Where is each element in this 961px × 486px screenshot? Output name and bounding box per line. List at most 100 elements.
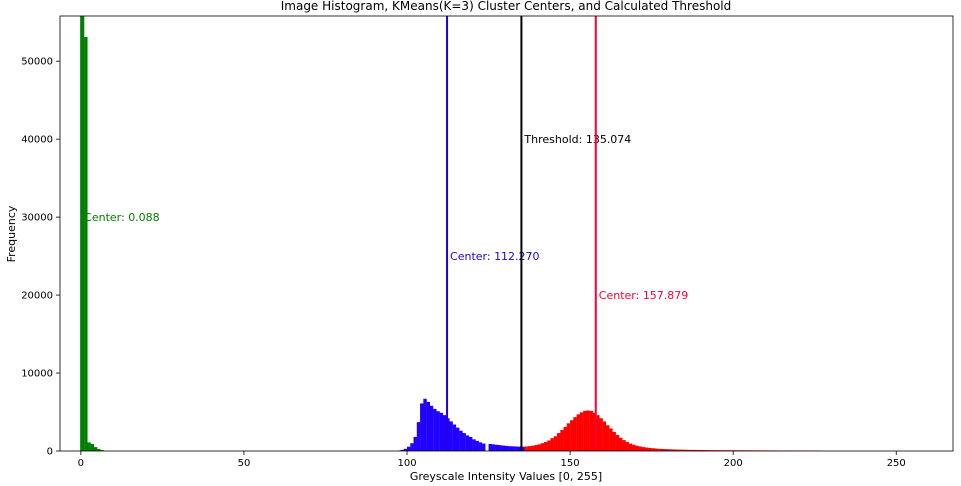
histogram-bar bbox=[638, 446, 642, 451]
histogram-bar bbox=[97, 449, 101, 451]
histogram-bar bbox=[645, 447, 649, 451]
histogram-bar bbox=[93, 447, 98, 451]
histogram-bar bbox=[527, 446, 532, 451]
histogram-bar bbox=[426, 401, 430, 451]
histogram-bar bbox=[628, 443, 633, 451]
x-tick-label: 250 bbox=[887, 458, 906, 469]
histogram-bar bbox=[436, 411, 440, 451]
histogram-bar bbox=[410, 443, 414, 451]
histogram-bar bbox=[641, 447, 646, 451]
x-tick-label: 200 bbox=[724, 458, 743, 469]
histogram-bar bbox=[488, 443, 492, 451]
histogram-bar bbox=[514, 446, 519, 451]
histogram-bar bbox=[700, 449, 704, 451]
histogram-bar bbox=[407, 446, 411, 451]
x-axis-ticks: 0 50 100 150 200 250 bbox=[78, 451, 906, 469]
x-tick-label: 50 bbox=[238, 458, 251, 469]
histogram-bar bbox=[87, 442, 91, 451]
histogram-bar bbox=[498, 445, 502, 451]
histogram-bar bbox=[710, 450, 714, 451]
histogram-bar bbox=[716, 450, 721, 451]
histogram-bar bbox=[576, 414, 581, 451]
histogram-bar bbox=[713, 450, 718, 451]
histogram-bar bbox=[560, 429, 564, 451]
histogram-bar bbox=[609, 428, 613, 451]
line-annotation: Threshold: 135.074 bbox=[523, 133, 631, 146]
histogram-bar bbox=[557, 433, 561, 451]
histogram-bar bbox=[495, 444, 499, 451]
histogram-bar bbox=[680, 449, 685, 451]
histogram-bar bbox=[690, 449, 695, 451]
histogram-bar bbox=[530, 445, 535, 451]
histogram-bar bbox=[416, 422, 421, 451]
histogram-bar bbox=[570, 420, 574, 451]
histogram-bar bbox=[501, 445, 506, 451]
histogram-bar bbox=[80, 16, 85, 451]
histogram-bar bbox=[720, 450, 724, 451]
histogram-bar bbox=[439, 412, 444, 451]
histogram-bar bbox=[521, 446, 525, 451]
histogram-bar bbox=[403, 448, 408, 451]
histogram-bar bbox=[687, 449, 691, 451]
histogram-bar bbox=[648, 447, 652, 451]
cluster-lines: Center: 0.088 Center: 112.270 Threshold: 1… bbox=[80, 16, 688, 451]
histogram-bar bbox=[612, 431, 616, 451]
histogram-bar bbox=[449, 421, 453, 451]
y-tick-label: 10000 bbox=[21, 369, 53, 380]
histogram-bar bbox=[589, 410, 594, 451]
histogram-bar bbox=[475, 440, 479, 451]
histogram-bar bbox=[671, 449, 675, 451]
histogram-bar bbox=[596, 415, 600, 451]
chart-title: Image Histogram, KMeans(K=3) Cluster Cen… bbox=[281, 0, 732, 13]
histogram-bar bbox=[400, 449, 404, 451]
histogram-bar bbox=[573, 417, 577, 451]
histogram-bar bbox=[465, 435, 470, 451]
histogram-bar bbox=[579, 412, 584, 451]
histogram-bar bbox=[667, 449, 672, 451]
histogram-bar bbox=[100, 450, 104, 451]
y-tick-label: 20000 bbox=[21, 291, 53, 302]
histogram-bar bbox=[674, 449, 678, 451]
y-tick-label: 30000 bbox=[21, 213, 53, 224]
histogram-bar bbox=[452, 424, 457, 451]
histogram-bar bbox=[504, 445, 509, 451]
histogram-bar bbox=[537, 444, 541, 451]
histogram-bar bbox=[592, 412, 597, 451]
x-tick-label: 100 bbox=[397, 458, 416, 469]
plot-frame bbox=[59, 15, 954, 452]
y-tick-label: 50000 bbox=[21, 57, 53, 68]
histogram-bar bbox=[697, 449, 701, 451]
histogram-bar bbox=[413, 436, 417, 451]
histogram-bar bbox=[433, 408, 437, 451]
histogram-bar bbox=[429, 405, 434, 451]
y-axis-ticks: 0 10000 20000 30000 40000 50000 bbox=[21, 57, 60, 458]
histogram-bar bbox=[84, 37, 88, 452]
histogram-bar bbox=[459, 430, 463, 451]
histogram-bar bbox=[664, 449, 669, 451]
histogram-bar bbox=[491, 444, 496, 451]
histogram-bar bbox=[632, 444, 636, 451]
histogram-bar bbox=[553, 436, 558, 451]
histogram-bar bbox=[586, 410, 590, 451]
histogram-bar bbox=[462, 433, 466, 451]
histogram-bar bbox=[468, 436, 473, 451]
histogram-bar bbox=[482, 443, 486, 451]
histogram-bar bbox=[511, 446, 515, 451]
histogram-bar bbox=[540, 443, 545, 451]
histogram-bar bbox=[605, 425, 610, 451]
histogram-bar bbox=[508, 446, 512, 451]
histogram-bar bbox=[625, 442, 629, 451]
histogram-bar bbox=[423, 398, 427, 451]
histogram-bar bbox=[455, 427, 460, 451]
y-axis-label: Frequency bbox=[5, 205, 18, 262]
histogram-bars bbox=[80, 16, 822, 452]
histogram-bar bbox=[524, 446, 528, 451]
histogram-bar bbox=[547, 440, 551, 451]
histogram-bar bbox=[550, 438, 554, 451]
histogram-bar bbox=[707, 450, 711, 451]
histogram-bar bbox=[654, 448, 659, 451]
histogram-bar bbox=[661, 448, 665, 451]
y-tick-label: 40000 bbox=[21, 135, 53, 146]
